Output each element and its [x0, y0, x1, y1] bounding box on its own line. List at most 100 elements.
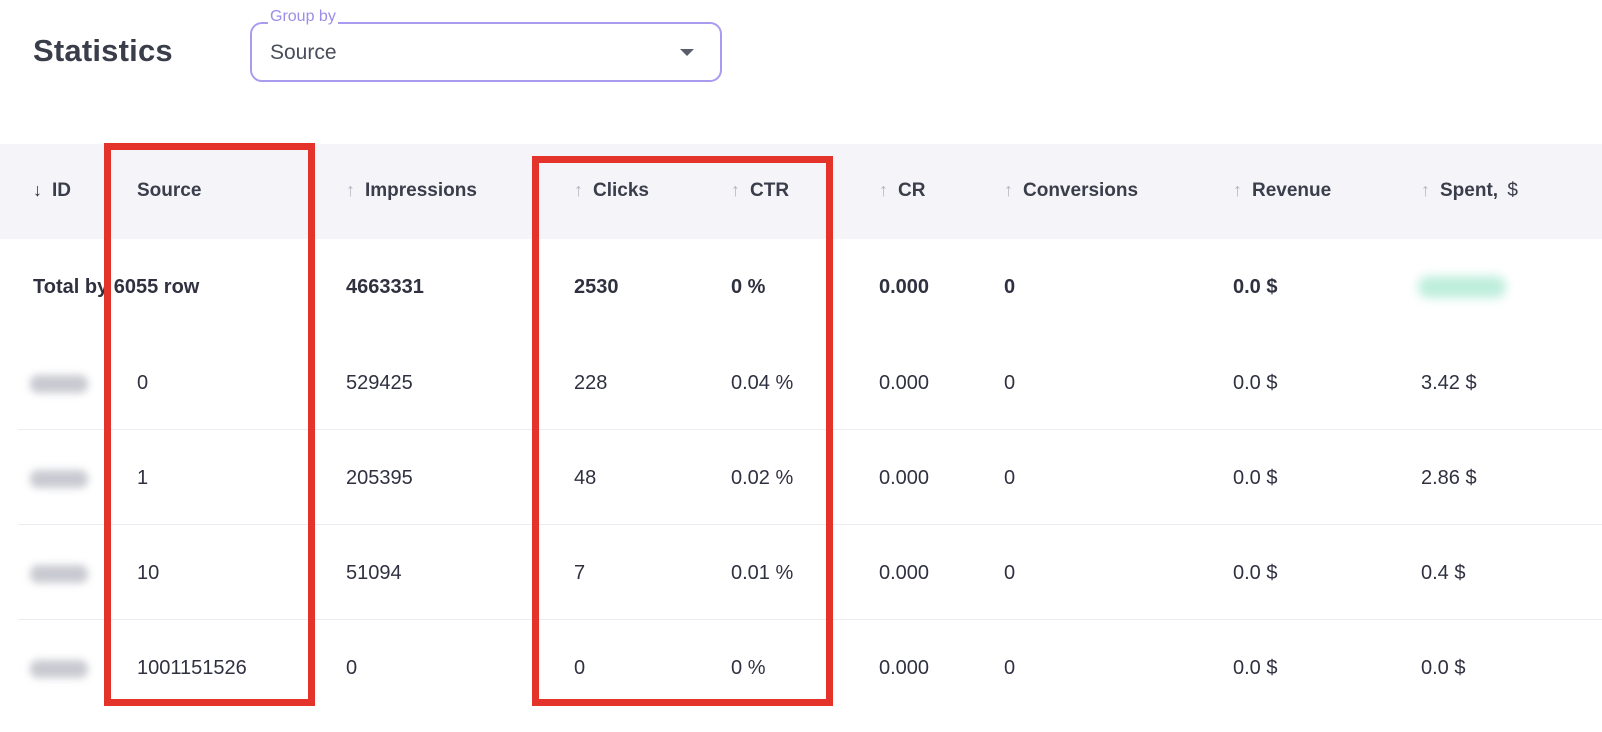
cell-source: 0	[137, 372, 148, 395]
cell-conversions-value: 0	[1004, 467, 1016, 489]
cell-impressions-value: 529425	[346, 372, 413, 394]
cell-impressions-value: 0	[346, 657, 358, 679]
row-divider	[18, 429, 1602, 430]
cell-clicks: 7	[574, 562, 585, 585]
cell-cr-value: 0.000	[879, 657, 930, 679]
row-divider	[18, 524, 1602, 525]
column-header-revenue[interactable]: ↑ Revenue	[1233, 180, 1331, 202]
sort-asc-icon: ↑	[879, 180, 888, 200]
total-conversions: 0	[1004, 276, 1016, 298]
cell-clicks-value: 228	[574, 372, 608, 394]
cell-ctr-value: 0.02	[731, 467, 770, 489]
cell-source-value: 1	[137, 467, 149, 489]
column-header-id-label: ID	[52, 180, 71, 201]
cell-conversions-value: 0	[1004, 657, 1016, 679]
cell-revenue: 0.0 $	[1233, 372, 1278, 395]
sort-asc-icon: ↑	[1004, 180, 1013, 200]
cell-spent: 0.0 $	[1421, 657, 1466, 680]
cell-source: 1	[137, 467, 148, 490]
caret-down-icon[interactable]	[680, 49, 694, 56]
cell-source: 1001151526	[137, 657, 247, 680]
group-by-label: Group by	[268, 8, 338, 26]
cell-spent-value: 0.4	[1421, 562, 1449, 584]
cell-impressions: 51094	[346, 562, 402, 585]
row-id-blurred	[30, 565, 88, 583]
cell-spent: 2.86 $	[1421, 467, 1477, 490]
cell-impressions-value: 51094	[346, 562, 402, 584]
cell-impressions-value: 205395	[346, 467, 413, 489]
cell-clicks-value: 7	[574, 562, 586, 584]
cell-revenue: 0.0 $	[1233, 562, 1278, 585]
column-header-conversions[interactable]: ↑ Conversions	[1004, 180, 1138, 202]
sort-asc-icon: ↑	[1421, 180, 1430, 200]
cell-impressions: 529425	[346, 372, 413, 395]
group-by-value: Source	[270, 41, 337, 64]
cell-conversions: 0	[1004, 467, 1015, 490]
cell-source: 10	[137, 562, 159, 585]
row-id-blurred	[30, 470, 88, 488]
column-header-clicks[interactable]: ↑ Clicks	[574, 180, 649, 202]
cell-revenue: 0.0 $	[1233, 657, 1278, 680]
total-spent-blurred	[1418, 276, 1506, 298]
cell-cr: 0.000	[879, 657, 929, 680]
cell-ctr-value: 0.01	[731, 562, 770, 584]
cell-cr: 0.000	[879, 562, 929, 585]
cell-revenue-value: 0.0	[1233, 562, 1261, 584]
total-revenue: 0.0 $	[1233, 276, 1278, 298]
currency-unit: $	[1266, 467, 1278, 489]
cell-ctr-value: 0	[731, 657, 743, 679]
cell-revenue-value: 0.0	[1233, 657, 1261, 679]
currency-unit: $	[1465, 372, 1477, 394]
cell-ctr: 0 %	[731, 657, 765, 680]
sort-asc-icon: ↑	[346, 180, 355, 200]
cell-conversions: 0	[1004, 657, 1015, 680]
sort-asc-icon: ↑	[731, 180, 740, 200]
cell-revenue-value: 0.0	[1233, 467, 1261, 489]
cell-revenue-value: 0.0	[1233, 372, 1261, 394]
sort-asc-icon: ↑	[574, 180, 583, 200]
cell-clicks: 48	[574, 467, 596, 490]
cell-impressions: 0	[346, 657, 357, 680]
column-header-impressions[interactable]: ↑ Impressions	[346, 180, 477, 202]
cell-source-value: 10	[137, 562, 160, 584]
cell-spent: 3.42 $	[1421, 372, 1477, 395]
column-header-source[interactable]: Source	[137, 180, 201, 202]
column-header-conversions-label: Conversions	[1023, 180, 1139, 201]
column-header-cr[interactable]: ↑ CR	[879, 180, 925, 202]
cell-source-value: 0	[137, 372, 149, 394]
sort-asc-icon: ↑	[1233, 180, 1242, 200]
cell-cr: 0.000	[879, 467, 929, 490]
column-header-ctr[interactable]: ↑ CTR	[731, 180, 789, 202]
currency-unit: $	[1266, 562, 1278, 584]
cell-ctr: 0.04 %	[731, 372, 793, 395]
column-header-spent-label: Spent,	[1440, 180, 1499, 201]
currency-unit: $	[1266, 372, 1278, 394]
percent-unit: %	[775, 467, 794, 489]
cell-revenue: 0.0 $	[1233, 467, 1278, 490]
row-id-blurred	[30, 375, 88, 393]
page-title: Statistics	[33, 33, 173, 68]
total-ctr: 0 %	[731, 276, 766, 298]
cell-ctr: 0.01 %	[731, 562, 793, 585]
currency-unit: $	[1465, 467, 1477, 489]
currency-unit: $	[1454, 562, 1466, 584]
cell-clicks-value: 48	[574, 467, 597, 489]
currency-unit: $	[1454, 657, 1466, 679]
cell-clicks: 0	[574, 657, 585, 680]
row-divider	[18, 619, 1602, 620]
column-header-clicks-label: Clicks	[593, 180, 649, 201]
table-header	[0, 144, 1602, 239]
column-header-id[interactable]: ↓ ID	[33, 180, 71, 202]
group-by-select[interactable]: Group by Source	[250, 8, 722, 82]
cell-cr-value: 0.000	[879, 467, 930, 489]
column-header-spent[interactable]: ↑ Spent, $	[1421, 180, 1518, 202]
percent-unit: %	[775, 372, 794, 394]
cell-cr-value: 0.000	[879, 372, 930, 394]
cell-spent-value: 3.42	[1421, 372, 1460, 394]
total-row-label: Total by 6055 row	[33, 276, 200, 298]
currency-unit: $	[1266, 657, 1278, 679]
column-header-revenue-label: Revenue	[1252, 180, 1332, 201]
cell-impressions: 205395	[346, 467, 413, 490]
cell-conversions: 0	[1004, 562, 1015, 585]
cell-conversions-value: 0	[1004, 562, 1016, 584]
